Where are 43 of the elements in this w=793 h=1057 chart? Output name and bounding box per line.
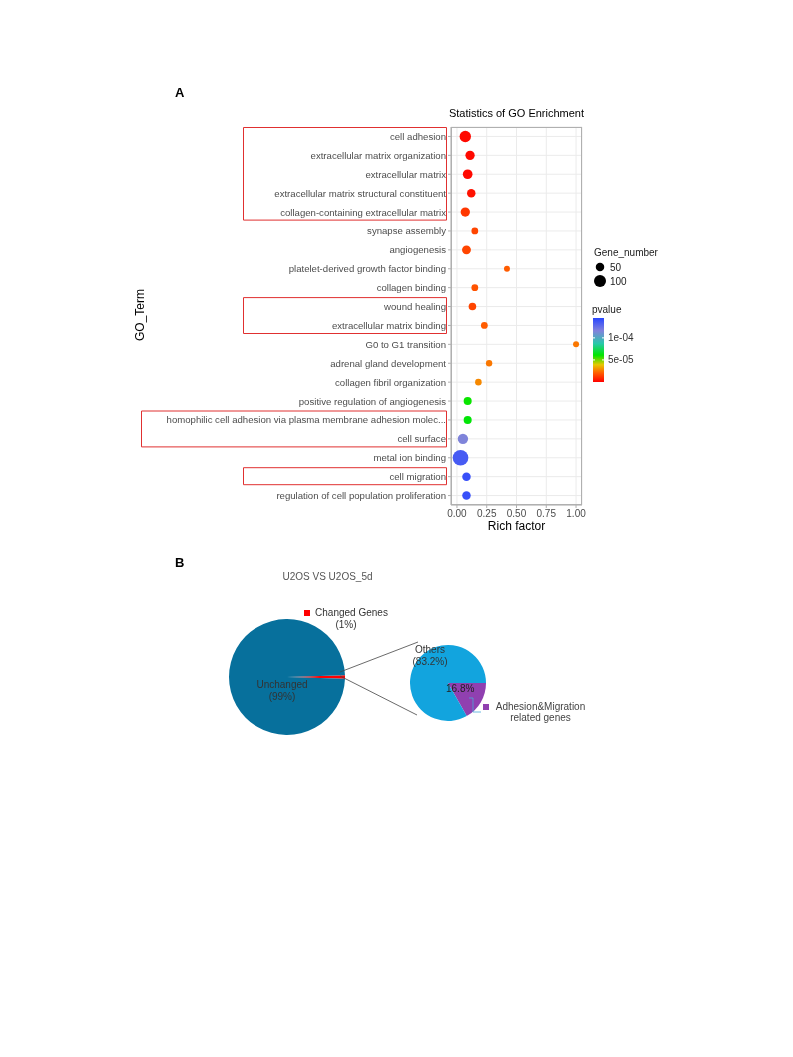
pie-slice [410, 645, 486, 721]
y-tick-label: extracellular matrix binding [331, 319, 446, 331]
y-tick-label: extracellular matrix [365, 168, 447, 180]
x-tick-label: 0.50 [506, 508, 527, 520]
y-tick-label: collagen binding [376, 282, 446, 294]
legend-label: 100 [610, 276, 628, 287]
legend-label: Adhesion&Migration related genes [494, 701, 587, 723]
x-tick-label: 1.00 [566, 508, 587, 520]
y-tick-label: extracellular matrix structural constituent [274, 187, 447, 199]
x-tick-label: 0.75 [536, 508, 557, 520]
legend-label: Changed Genes [314, 607, 389, 619]
x-tick-label: 0.00 [447, 508, 468, 520]
y-tick-label: metal ion binding [373, 452, 446, 464]
color-bar-title: pvalue [592, 304, 623, 315]
y-tick-label: collagen-containing extracellular matrix [280, 206, 447, 218]
y-tick-label: angiogenesis [389, 244, 447, 256]
text: B [175, 555, 185, 570]
y-tick-label: wound healing [383, 301, 446, 313]
y-tick-label: cell adhesion [389, 130, 446, 142]
y-tick-label: G0 to G1 transition [365, 338, 446, 350]
chart-title: U2OS VS U2OS_5d [281, 571, 374, 582]
y-tick-label: synapse assembly [367, 225, 447, 237]
y-tick-label: adrenal gland development [330, 357, 447, 369]
legend-label: 50 [610, 262, 622, 273]
y-tick-label: platelet-derived growth factor binding [288, 263, 446, 275]
y-tick-label: homophilic cell adhesion via plasma membrane adhesion molec... [166, 414, 446, 426]
slice-label: Unchanged [255, 679, 309, 691]
y-axis-title: GO_Term [133, 288, 147, 343]
color-bar-label: 1e-04 [608, 332, 635, 344]
y-tick-label: collagen fibril organization [335, 376, 446, 388]
y-tick-label: cell migration [389, 471, 446, 483]
y-tick-label: positive regulation of angiogenesis [298, 395, 447, 407]
chart-title: Statistics of GO Enrichment [447, 107, 586, 119]
x-axis-title: Rich factor [486, 519, 547, 533]
data-label: (1%) [334, 619, 358, 631]
legend-title: Gene_number [594, 247, 659, 258]
x-tick-label: 0.25 [476, 508, 497, 520]
y-tick-label: cell surface [397, 433, 446, 445]
y-tick-label: extracellular matrix organization [310, 149, 446, 161]
y-tick-label: regulation of cell population proliferation [276, 490, 446, 502]
data-label: (99%) [267, 691, 297, 703]
text: A [175, 85, 185, 100]
color-bar-label: 5e-05 [608, 354, 635, 366]
